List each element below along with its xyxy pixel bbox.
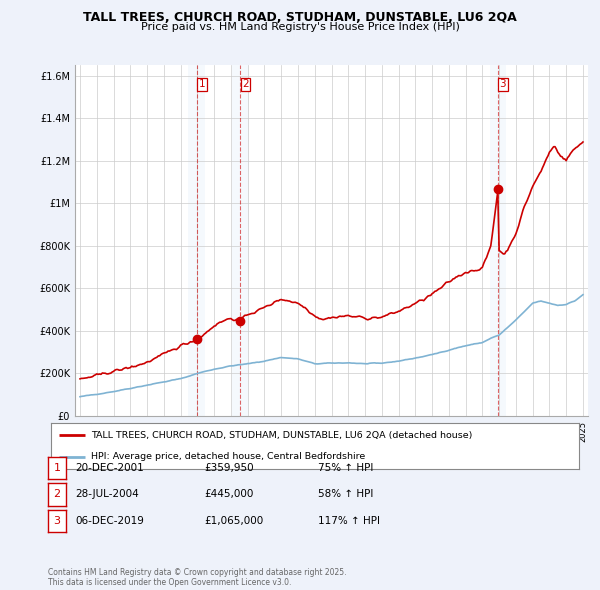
Bar <box>232 65 249 416</box>
Text: 117% ↑ HPI: 117% ↑ HPI <box>318 516 380 526</box>
Text: 3: 3 <box>500 79 506 89</box>
Bar <box>490 65 506 416</box>
Text: HPI: Average price, detached house, Central Bedfordshire: HPI: Average price, detached house, Cent… <box>91 452 365 461</box>
Text: 2: 2 <box>53 490 61 499</box>
Text: TALL TREES, CHURCH ROAD, STUDHAM, DUNSTABLE, LU6 2QA: TALL TREES, CHURCH ROAD, STUDHAM, DUNSTA… <box>83 11 517 24</box>
Text: TALL TREES, CHURCH ROAD, STUDHAM, DUNSTABLE, LU6 2QA (detached house): TALL TREES, CHURCH ROAD, STUDHAM, DUNSTA… <box>91 431 472 440</box>
Bar <box>188 65 205 416</box>
Text: 75% ↑ HPI: 75% ↑ HPI <box>318 463 373 473</box>
Text: 06-DEC-2019: 06-DEC-2019 <box>75 516 144 526</box>
Text: 58% ↑ HPI: 58% ↑ HPI <box>318 490 373 499</box>
Text: 2: 2 <box>242 79 249 89</box>
Text: 20-DEC-2001: 20-DEC-2001 <box>75 463 144 473</box>
Text: 3: 3 <box>53 516 61 526</box>
Text: 28-JUL-2004: 28-JUL-2004 <box>75 490 139 499</box>
Text: £1,065,000: £1,065,000 <box>204 516 263 526</box>
Text: 1: 1 <box>53 463 61 473</box>
Text: Contains HM Land Registry data © Crown copyright and database right 2025.
This d: Contains HM Land Registry data © Crown c… <box>48 568 347 587</box>
Text: Price paid vs. HM Land Registry's House Price Index (HPI): Price paid vs. HM Land Registry's House … <box>140 22 460 32</box>
Text: £445,000: £445,000 <box>204 490 253 499</box>
Text: £359,950: £359,950 <box>204 463 254 473</box>
Text: 1: 1 <box>199 79 205 89</box>
